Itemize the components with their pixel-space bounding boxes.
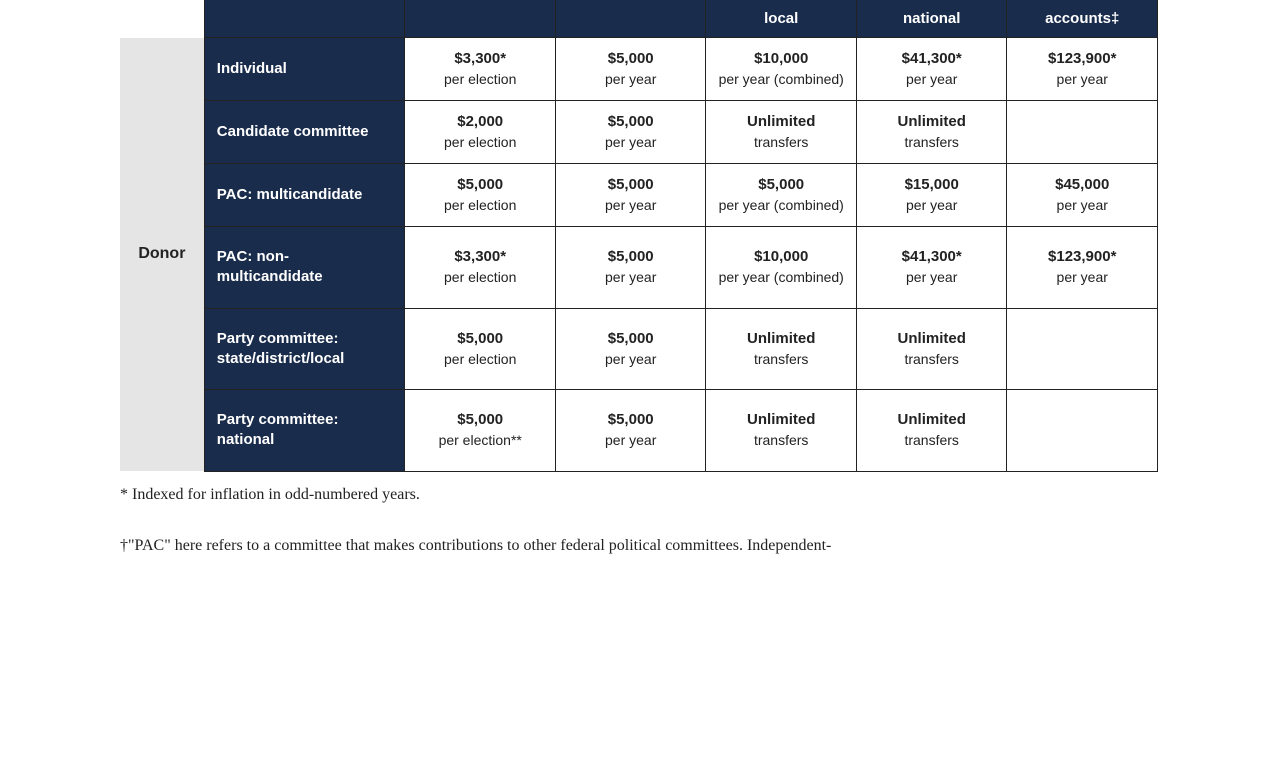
- cell: $3,300*per election: [405, 227, 556, 309]
- cell: Unlimitedtransfers: [706, 308, 857, 390]
- cell: $123,900*per year: [1007, 227, 1158, 309]
- cell: $5,000per year: [555, 308, 706, 390]
- cell: $10,000per year (combined): [706, 227, 857, 309]
- row-header-party-national: Party committee: national: [204, 390, 405, 472]
- col-header-2: [555, 0, 706, 38]
- footnote-line: †"PAC" here refers to a committee that m…: [120, 533, 1158, 559]
- table-row: Party committee: state/district/local $5…: [120, 308, 1158, 390]
- cell: $5,000per year: [555, 164, 706, 227]
- cell: Unlimitedtransfers: [706, 390, 857, 472]
- table-row: PAC: non-multicandidate $3,300*per elect…: [120, 227, 1158, 309]
- contribution-limits-table: local national accounts‡ Donor Individua…: [120, 0, 1158, 472]
- cell: $45,000per year: [1007, 164, 1158, 227]
- cell: Unlimitedtransfers: [856, 390, 1007, 472]
- footnote-line: * Indexed for inflation in odd-numbered …: [120, 482, 1158, 508]
- cell: [1007, 390, 1158, 472]
- table-row: Candidate committee $2,000per election $…: [120, 101, 1158, 164]
- cell: $41,300*per year: [856, 227, 1007, 309]
- donor-side-label: Donor: [120, 38, 204, 472]
- cell: $5,000per year: [555, 390, 706, 472]
- row-header-party-state: Party committee: state/district/local: [204, 308, 405, 390]
- cell: $5,000per election: [405, 164, 556, 227]
- cell: [1007, 101, 1158, 164]
- table-row: Party committee: national $5,000per elec…: [120, 390, 1158, 472]
- cell: $41,300*per year: [856, 38, 1007, 101]
- cell: Unlimitedtransfers: [856, 101, 1007, 164]
- cell: $2,000per election: [405, 101, 556, 164]
- cell: $5,000per year: [555, 227, 706, 309]
- table-row: Donor Individual $3,300*per election $5,…: [120, 38, 1158, 101]
- footnotes: * Indexed for inflation in odd-numbered …: [120, 482, 1158, 559]
- column-header-row: local national accounts‡: [120, 0, 1158, 38]
- cell: $5,000per year (combined): [706, 164, 857, 227]
- cell: $5,000per year: [555, 101, 706, 164]
- row-header-pac-nonmulti: PAC: non-multicandidate: [204, 227, 405, 309]
- cell: $5,000per election**: [405, 390, 556, 472]
- row-header-pac-multi: PAC: multicandidate: [204, 164, 405, 227]
- cell: Unlimitedtransfers: [706, 101, 857, 164]
- cell: $5,000per election: [405, 308, 556, 390]
- table-row: PAC: multicandidate $5,000per election $…: [120, 164, 1158, 227]
- col-header-5: accounts‡: [1007, 0, 1158, 38]
- cell: Unlimitedtransfers: [856, 308, 1007, 390]
- cell: $3,300*per election: [405, 38, 556, 101]
- cell: $15,000per year: [856, 164, 1007, 227]
- col-header-4: national: [856, 0, 1007, 38]
- page-wrap: local national accounts‡ Donor Individua…: [0, 0, 1278, 558]
- cell: $5,000per year: [555, 38, 706, 101]
- row-header-individual: Individual: [204, 38, 405, 101]
- cell: $123,900*per year: [1007, 38, 1158, 101]
- col-header-3: local: [706, 0, 857, 38]
- cell: $10,000per year (combined): [706, 38, 857, 101]
- col-header-1: [405, 0, 556, 38]
- row-header-candidate-committee: Candidate committee: [204, 101, 405, 164]
- cell: [1007, 308, 1158, 390]
